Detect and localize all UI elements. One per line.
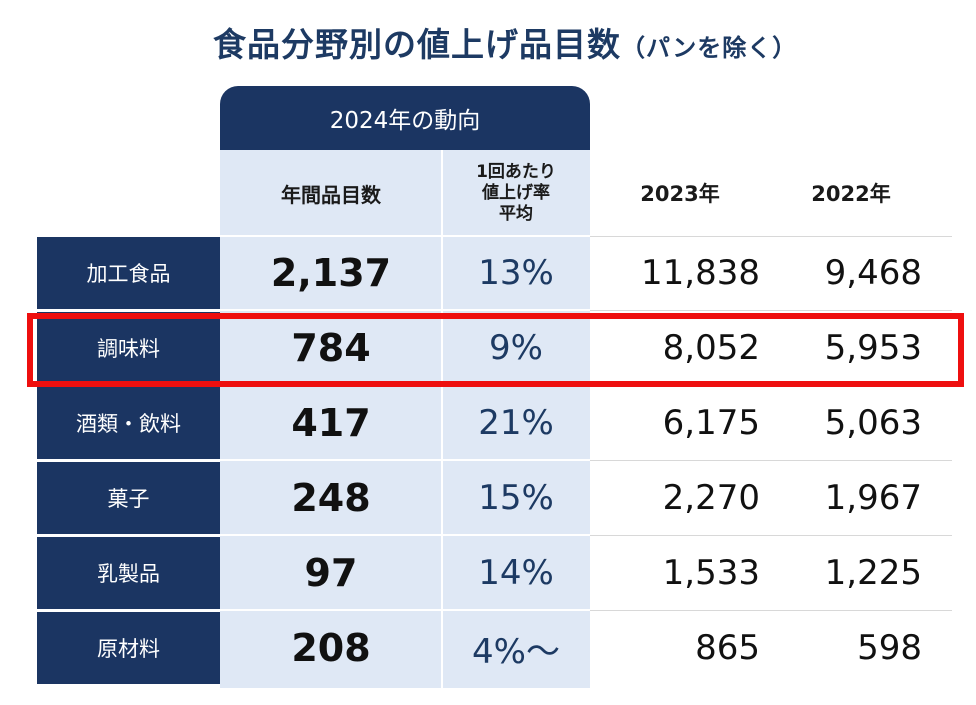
cell-average-rate: 13%: [478, 253, 554, 293]
cell-2023: 8,052: [662, 328, 760, 368]
cell-average-rate: 21%: [478, 403, 554, 443]
cell-annual-items: 417: [291, 401, 371, 445]
column-divider: [441, 150, 443, 688]
cell-average-rate: 15%: [478, 478, 554, 518]
cell-2022: 598: [857, 628, 922, 668]
cell-average-rate: 9%: [489, 328, 543, 368]
row-label: 乳製品: [37, 537, 220, 609]
cell-2022: 5,953: [824, 328, 922, 368]
cell-2023: 1,533: [662, 553, 760, 593]
row-label: 加工食品: [37, 237, 220, 309]
2024-columns-panel: [220, 150, 590, 688]
cell-2023: 865: [695, 628, 760, 668]
header-2023: 2023年: [640, 182, 720, 206]
title-subtitle: （パンを除く）: [621, 34, 798, 62]
header-rate-line3: 平均: [499, 203, 533, 224]
row-separator-right: [590, 610, 952, 611]
header-separator: [37, 235, 590, 237]
header-average-rate: 1回あたり 値上げ率 平均: [442, 150, 590, 236]
row-label: 菓子: [37, 462, 220, 534]
row-separator: [37, 609, 590, 611]
cell-2023: 11,838: [641, 253, 760, 293]
cell-2023: 6,175: [662, 403, 760, 443]
cell-annual-items: 97: [304, 551, 358, 595]
header-rate-line1: 1回あたり: [476, 161, 556, 182]
column-group-header-2024: 2024年の動向: [220, 86, 590, 150]
row-label: 調味料: [37, 312, 220, 384]
cell-annual-items: 2,137: [270, 251, 392, 295]
row-label: 原材料: [37, 612, 220, 684]
row-separator: [37, 459, 590, 461]
cell-2023: 2,270: [662, 478, 760, 518]
header-2022: 2022年: [811, 182, 891, 206]
row-separator: [37, 309, 590, 311]
row-separator: [37, 534, 590, 536]
cell-2022: 1,225: [824, 553, 922, 593]
cell-2022: 5,063: [824, 403, 922, 443]
cell-annual-items: 208: [291, 626, 371, 670]
cell-annual-items: 248: [291, 476, 371, 520]
row-separator-right: [590, 535, 952, 536]
cell-2022: 9,468: [824, 253, 922, 293]
row-label: 酒類・飲料: [37, 387, 220, 459]
title-text: 食品分野別の値上げ品目数: [213, 25, 621, 64]
header-annual-items: 年間品目数: [281, 182, 381, 207]
cell-average-rate: 4%～: [472, 631, 560, 672]
row-separator-right: [590, 460, 952, 461]
page-title: 食品分野別の値上げ品目数（パンを除く）: [213, 18, 797, 66]
cell-2022: 1,967: [824, 478, 922, 518]
header-separator-right: [590, 236, 952, 237]
cell-average-rate: 14%: [478, 553, 554, 593]
row-separator-right: [590, 310, 952, 311]
highlight-box-seasoning-row: [27, 313, 964, 387]
header-rate-line2: 値上げ率: [482, 182, 550, 203]
cell-annual-items: 784: [291, 326, 371, 370]
